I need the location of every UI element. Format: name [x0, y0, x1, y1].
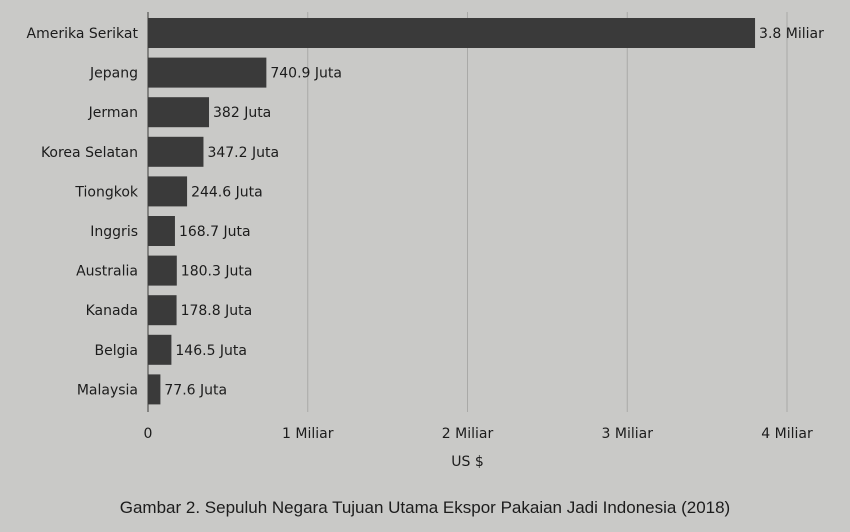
value-label: 77.6 Juta: [164, 382, 227, 398]
bar: [148, 18, 756, 48]
bar: [148, 334, 172, 365]
category-label: Korea Selatan: [41, 145, 138, 161]
category-label: Amerika Serikat: [27, 26, 139, 42]
bar: [148, 136, 204, 167]
category-label: Belgia: [95, 343, 138, 359]
bar: [148, 176, 188, 207]
bar: [148, 216, 175, 246]
bar: [148, 255, 177, 286]
x-tick-label: 3 Miliar: [602, 426, 654, 442]
chart-svg: Amerika Serikat 3.8 Miliar Jepang 740.9 Jut…: [27, 12, 824, 470]
figure-caption: Gambar 2. Sepuluh Negara Tujuan Utama Ek…: [119, 498, 731, 517]
category-label: Kanada: [86, 303, 138, 319]
value-label: 3.8 Miliar: [759, 26, 824, 42]
bar: [148, 295, 177, 326]
x-tick-label: 4 Miliar: [761, 426, 813, 442]
value-label: 178.8 Juta: [181, 303, 253, 319]
category-label: Jepang: [89, 66, 138, 82]
value-label: 168.7 Juta: [179, 224, 251, 240]
value-label: 146.5 Juta: [175, 343, 247, 359]
value-label: 244.6 Juta: [191, 184, 263, 200]
value-label: 180.3 Juta: [181, 264, 253, 280]
category-label: Australia: [76, 264, 138, 280]
bar: [148, 97, 210, 128]
x-axis-title: US $: [451, 454, 484, 470]
category-label: Malaysia: [77, 382, 138, 398]
bar: [148, 57, 267, 88]
value-label: 382 Juta: [213, 105, 271, 121]
category-label: Jerman: [88, 105, 138, 121]
x-tick-label: 1 Miliar: [282, 426, 334, 442]
category-label: Tiongkok: [74, 184, 139, 200]
x-tick-label: 0: [144, 426, 153, 442]
category-label: Inggris: [90, 224, 138, 240]
bar: [148, 374, 161, 405]
value-label: 347.2 Juta: [207, 145, 279, 161]
value-label: 740.9 Juta: [270, 66, 342, 82]
x-tick-label: 2 Miliar: [442, 426, 494, 442]
